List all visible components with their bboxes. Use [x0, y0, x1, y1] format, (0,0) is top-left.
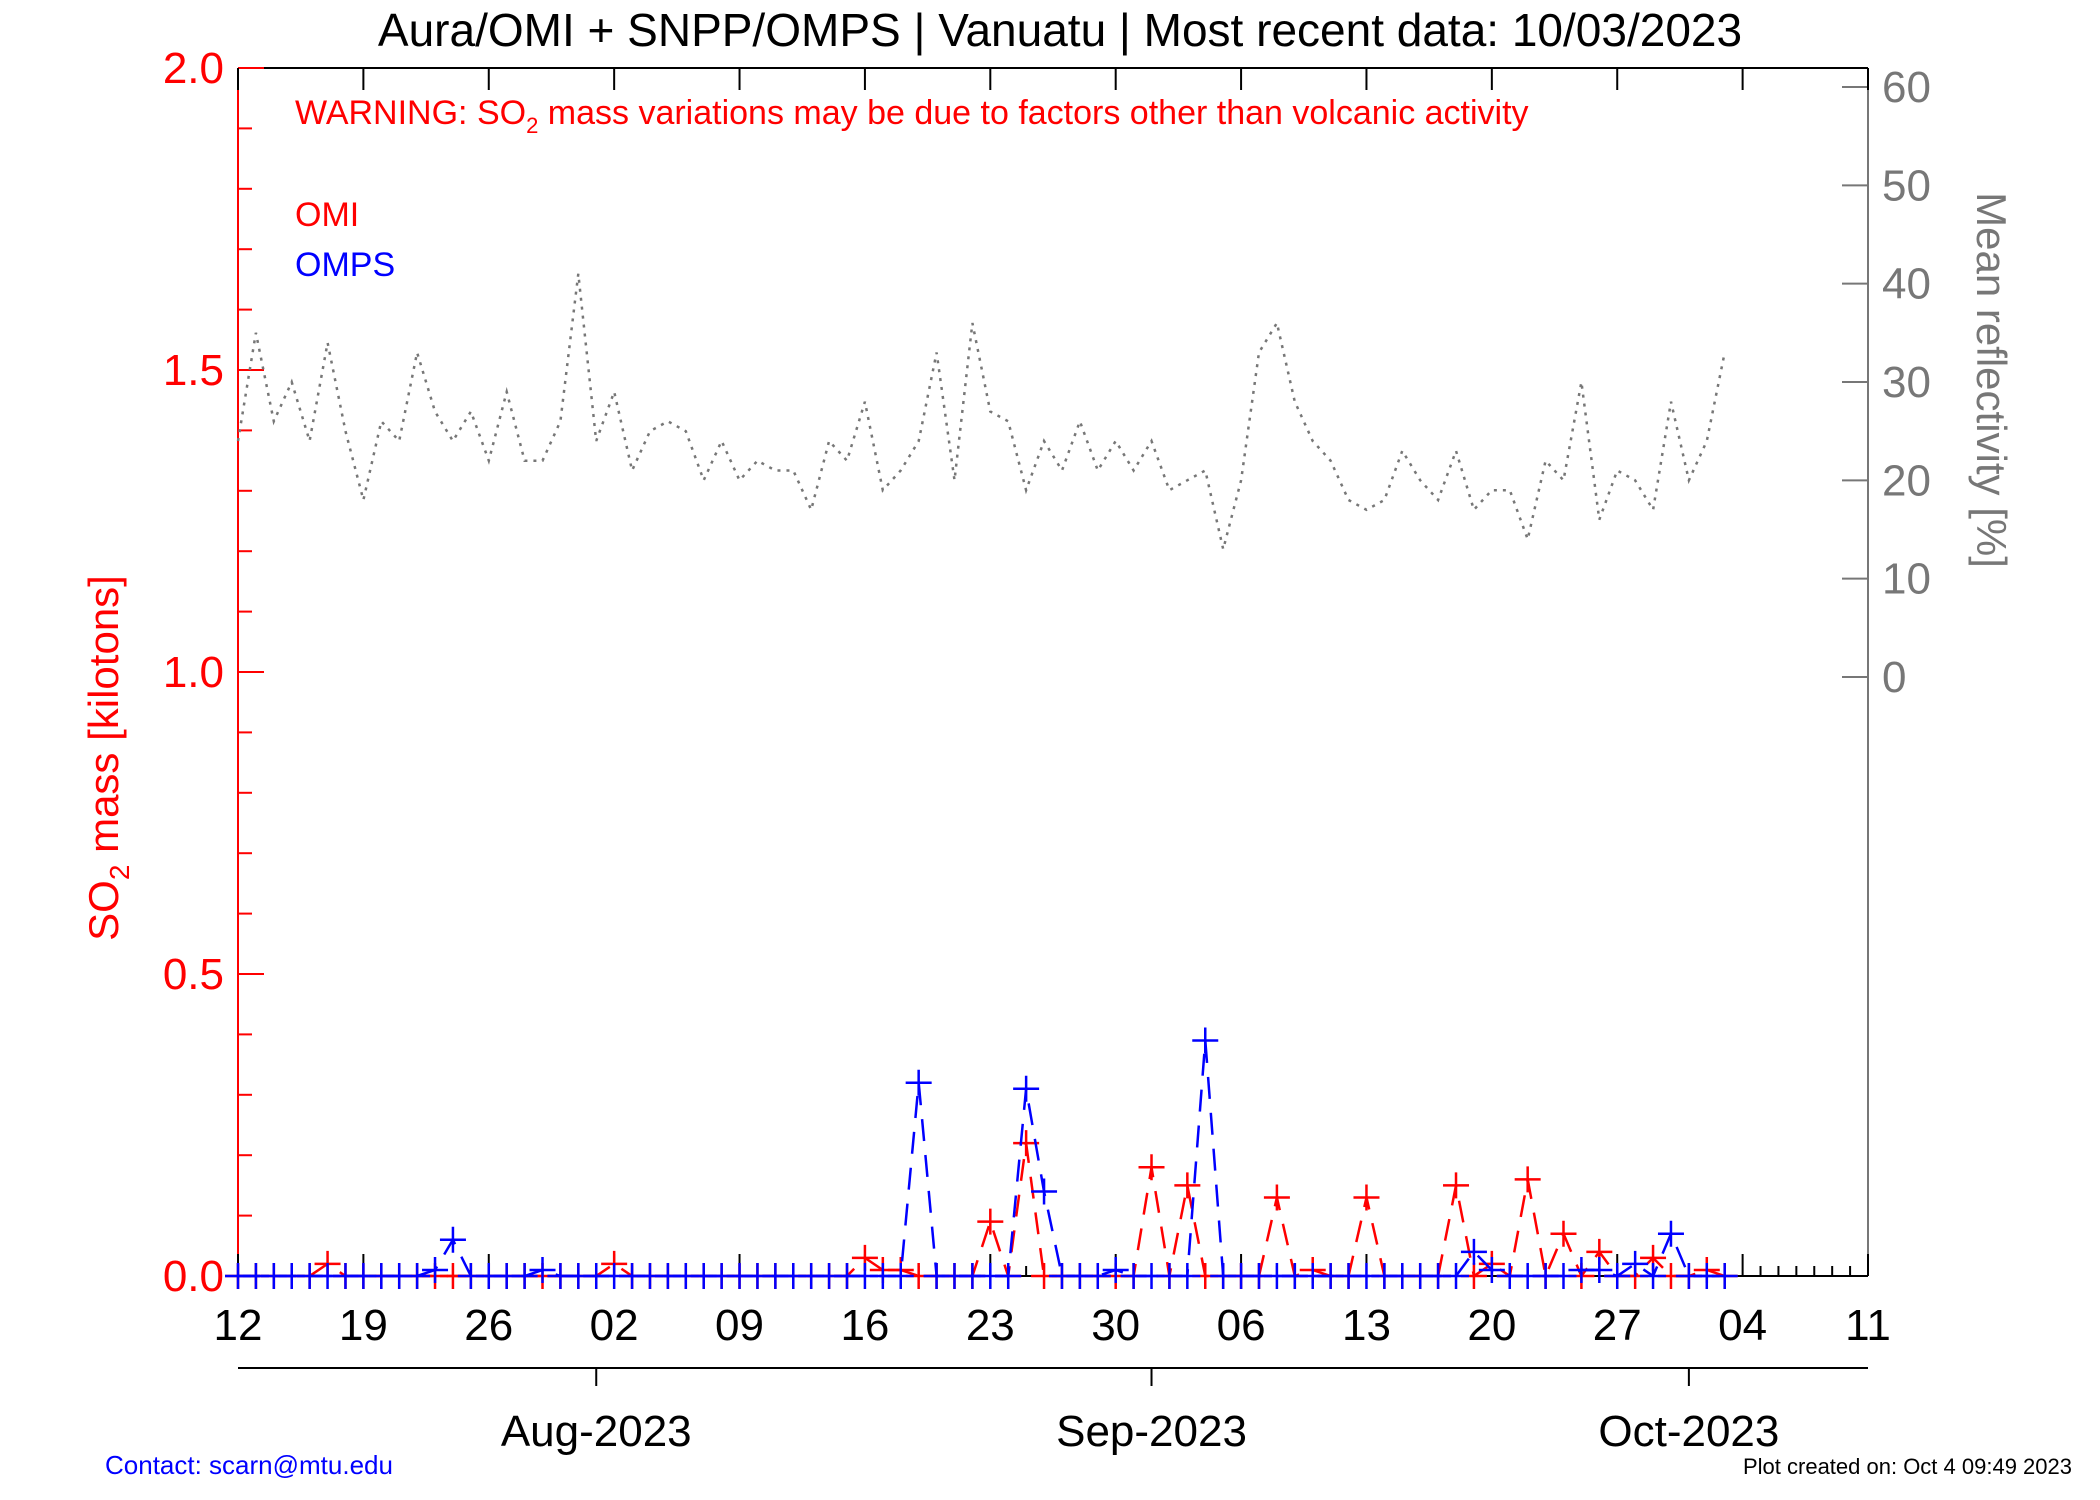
- ticks: 0.0 0.5 1.0 1.5 2.0 0 10 20 30 40 50 60 12 19 26 02 09 16…: [163, 44, 1931, 1456]
- x-tick-label: 27: [1593, 1301, 1642, 1350]
- data-point: [1711, 1263, 1738, 1289]
- data-point: [422, 1256, 449, 1283]
- right-tick-label: 40: [1882, 260, 1931, 309]
- warning-suffix: mass variations may be due to factors ot…: [538, 94, 1528, 132]
- data-point: [1604, 1263, 1631, 1289]
- data-point: [1102, 1256, 1129, 1283]
- data-point: [1174, 1172, 1201, 1199]
- left-tick-label: 0.5: [163, 950, 224, 999]
- data-point: [1622, 1250, 1649, 1277]
- data-point: [995, 1263, 1022, 1289]
- chart-title: Aura/OMI + SNPP/OMPS | Vanuatu | Most re…: [378, 4, 1742, 56]
- left-tick-label: 1.0: [163, 648, 224, 697]
- data-point: [511, 1263, 538, 1289]
- month-label: Oct-2023: [1598, 1407, 1779, 1456]
- data-point: [1443, 1263, 1470, 1289]
- data-point: [1192, 1027, 1219, 1054]
- x-tick-label: 16: [840, 1301, 889, 1350]
- x-tick-label: 30: [1091, 1301, 1140, 1350]
- data-point: [1478, 1256, 1505, 1283]
- data-point: [1640, 1263, 1667, 1289]
- series-markers-omps: [225, 1027, 1738, 1289]
- data-point: [1550, 1220, 1577, 1247]
- created-timestamp: Plot created on: Oct 4 09:49 2023: [1743, 1454, 2072, 1479]
- month-label: Sep-2023: [1056, 1407, 1247, 1456]
- x-tick-label: 13: [1342, 1301, 1391, 1350]
- x-tick-label: 12: [214, 1301, 263, 1350]
- right-tick-label: 30: [1882, 358, 1931, 407]
- data-point: [977, 1208, 1004, 1235]
- right-tick-label: 50: [1882, 161, 1931, 210]
- data-point: [1460, 1238, 1487, 1265]
- axes: [237, 67, 1869, 1369]
- data-point: [887, 1263, 914, 1289]
- x-tick-label: 02: [590, 1301, 639, 1350]
- legend-omps: OMPS: [295, 246, 395, 284]
- right-tick-label: 0: [1882, 653, 1906, 702]
- y-left-label-sub: 2: [104, 865, 135, 881]
- data-point: [1084, 1263, 1111, 1289]
- data-point: [1174, 1263, 1201, 1289]
- y-left-label-suffix: mass [kilotons]: [80, 575, 127, 864]
- series-line-mean-reflectivity: [236, 273, 1726, 550]
- contact-link[interactable]: Contact: scarn@mtu.edu: [105, 1450, 393, 1480]
- data-point: [1013, 1075, 1040, 1102]
- x-tick-label: 20: [1467, 1301, 1516, 1350]
- left-tick-label: 0.0: [163, 1252, 224, 1301]
- x-tick-label: 23: [966, 1301, 1015, 1350]
- data-point: [404, 1263, 431, 1289]
- x-tick-label: 09: [715, 1301, 764, 1350]
- y-left-label-prefix: SO: [80, 880, 127, 941]
- series-line-omi: [238, 1142, 1726, 1281]
- x-tick-label: 26: [464, 1301, 513, 1350]
- data-point: [529, 1256, 556, 1283]
- data-point: [1031, 1178, 1058, 1205]
- warning-prefix: WARNING: SO: [295, 94, 526, 132]
- data-point: [1263, 1184, 1290, 1211]
- data-point: [1138, 1154, 1165, 1181]
- right-tick-label: 20: [1882, 456, 1931, 505]
- right-tick-label: 60: [1882, 63, 1931, 112]
- x-tick-label: 06: [1217, 1301, 1266, 1350]
- data-point: [1514, 1166, 1541, 1193]
- warning-text: WARNING: SO2 mass variations may be due …: [295, 94, 1529, 138]
- data-point: [1657, 1220, 1684, 1247]
- y-axis-left-label: SO2 mass [kilotons]: [80, 575, 135, 941]
- y-axis-right-label: Mean reflectivity [%]: [1968, 192, 2015, 568]
- data-point: [1443, 1172, 1470, 1199]
- left-tick-label: 2.0: [163, 44, 224, 93]
- data-point: [1353, 1184, 1380, 1211]
- data-point: [1586, 1256, 1613, 1283]
- x-tick-label: 19: [339, 1301, 388, 1350]
- x-tick-label: 11: [1845, 1301, 1891, 1350]
- data-point: [439, 1226, 466, 1253]
- data-point: [905, 1069, 932, 1096]
- data-point: [1550, 1263, 1577, 1289]
- x-tick-label: 04: [1718, 1301, 1767, 1350]
- left-tick-label: 1.5: [163, 346, 224, 395]
- warning-sub: 2: [526, 113, 538, 138]
- right-tick-label: 10: [1882, 555, 1931, 604]
- month-label: Aug-2023: [501, 1407, 692, 1456]
- legend-omi: OMI: [295, 196, 359, 234]
- series-layer: [225, 273, 1738, 1289]
